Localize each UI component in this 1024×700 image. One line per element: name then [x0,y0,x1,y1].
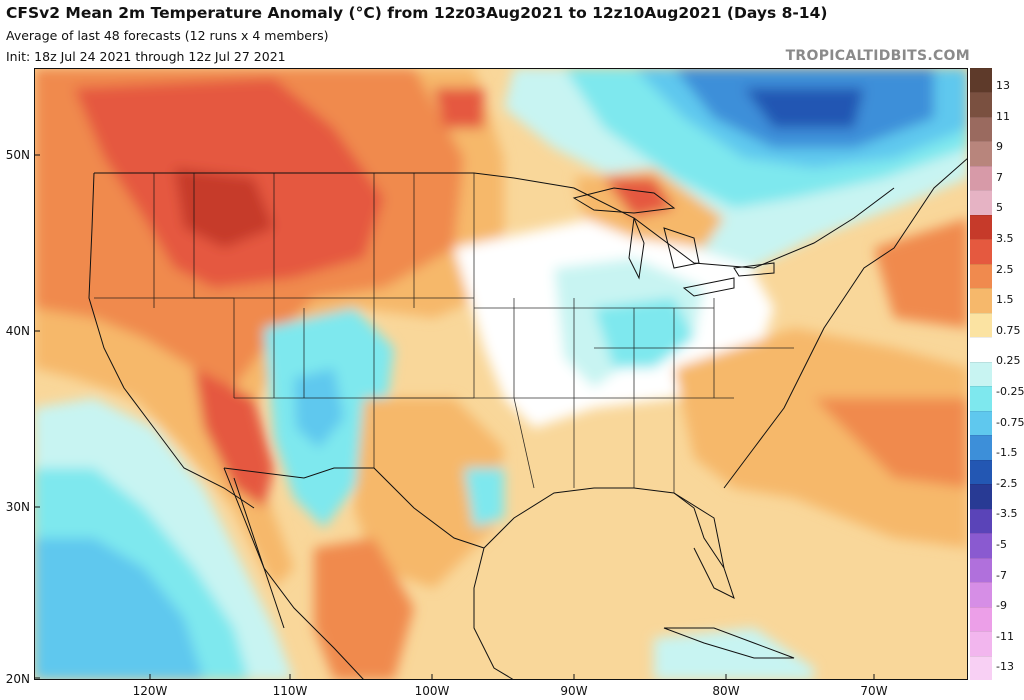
colorbar-label: -0.75 [996,415,1024,429]
colorbar-label: -13 [996,660,1014,674]
lon-label-70w: 70W [860,684,888,698]
texas-warm [354,398,504,588]
mexico-gulf-coast [473,547,515,681]
colorbar-cell [970,116,992,142]
ohio-cool [594,298,694,368]
colorbar-label: -5 [996,538,1007,551]
us-west-coast [88,172,255,509]
colorbar-cell [970,655,992,680]
hudson-warm-spot [434,88,484,128]
anomaly-field [34,68,968,680]
colorbar-label: -11 [996,629,1014,643]
colorbar-cell [970,312,992,338]
colorbar-label: 13 [996,79,1010,92]
colorbar-cell [970,214,992,240]
colorbar-cell [970,386,992,411]
colorbar-label: -2.5 [996,476,1018,490]
colorbar-label: -0.25 [996,385,1024,398]
colorbar-cell [970,631,992,656]
colorbar [970,68,992,680]
southeast-warm [674,328,968,548]
colorbar-label: 0.25 [996,354,1021,368]
colorbar-cell [970,484,992,509]
brand-watermark: TROPICALTIDBITS.COM [785,48,970,64]
lon-label-100w: 100W [414,684,450,698]
lat-label-40n: 40N [5,324,30,338]
map-subtitle: Average of last 48 forecasts (12 runs x … [6,28,329,43]
colorbar-cell [970,582,992,607]
mexico-pacific-coast [223,467,365,681]
colorbar-label: 1.5 [996,293,1014,307]
colorbar-cell [970,239,992,264]
pacific-cold-core [34,538,204,680]
colorbar-label: 7 [996,170,1003,184]
lon-label-90w: 90W [560,684,588,698]
colorbar-cell [970,435,992,460]
colorbar-cell [970,557,992,583]
colorbar-label: 2.5 [996,262,1014,276]
cuba [663,627,795,659]
northeast-warm [874,218,968,328]
map-border [34,68,968,680]
lon-label-110w: 110W [272,684,308,698]
colorbar-cell [970,361,992,387]
lon-label-80w: 80W [712,684,740,698]
lake-huron [663,227,700,269]
us-canada-border [94,172,895,269]
colorbar-cell [970,459,992,485]
gulf-cool-spot [464,468,504,528]
lat-label-50n: 50N [5,148,30,162]
colorbar-cell [970,190,992,215]
great-lakes-hot-core [604,178,674,218]
lon-label-120w: 120W [132,684,168,698]
anomaly-map [34,68,969,681]
southwest-warm [194,368,274,508]
lake-michigan [628,217,645,280]
init-time: Init: 18z Jul 24 2021 through 12z Jul 27… [6,49,286,64]
colorbar-label: 3.5 [996,232,1014,245]
state-line-8 [513,298,535,489]
colorbar-label: -1.5 [996,446,1018,460]
colorbar-cell [970,92,992,117]
colorbar-cell [970,68,992,93]
west-warm-core [174,168,274,248]
colorbar-cell [970,263,992,289]
colorbar-label: 9 [996,140,1003,154]
florida-peninsula [673,492,735,599]
caribbean-cool [654,628,814,680]
lake-superior [572,187,676,214]
lat-label-30n: 30N [5,500,30,514]
map-canvas [34,68,969,681]
colorbar-cell [970,508,992,534]
colorbar-cell [970,533,992,558]
colorbar-label: 0.75 [996,323,1021,337]
colorbar-label: 5 [996,201,1003,215]
colorbar-cell [970,410,992,436]
colorbar-cell [970,165,992,191]
lake-erie [682,277,735,297]
baja-peninsula [233,477,285,629]
colorbar-cell [970,337,992,362]
colorbar-cell [970,606,992,632]
us-east-coast [723,157,969,489]
colorbar-label: -9 [996,599,1007,613]
colorbar-label: -7 [996,568,1007,582]
rockies-cold-core [294,368,344,448]
state-lines [94,173,794,493]
map-title: CFSv2 Mean 2m Temperature Anomaly (°C) f… [6,4,828,22]
colorbar-cell [970,288,992,313]
colorbar-cell [970,141,992,166]
canada-cold-strongest [744,88,864,128]
lake-ontario [733,262,775,277]
colorbar-label: 11 [996,109,1010,123]
atlantic-warm-mid [814,398,968,488]
colorbar-label: -3.5 [996,507,1018,521]
lat-label-20n: 20N [5,672,30,686]
mexico-warm [314,538,414,680]
